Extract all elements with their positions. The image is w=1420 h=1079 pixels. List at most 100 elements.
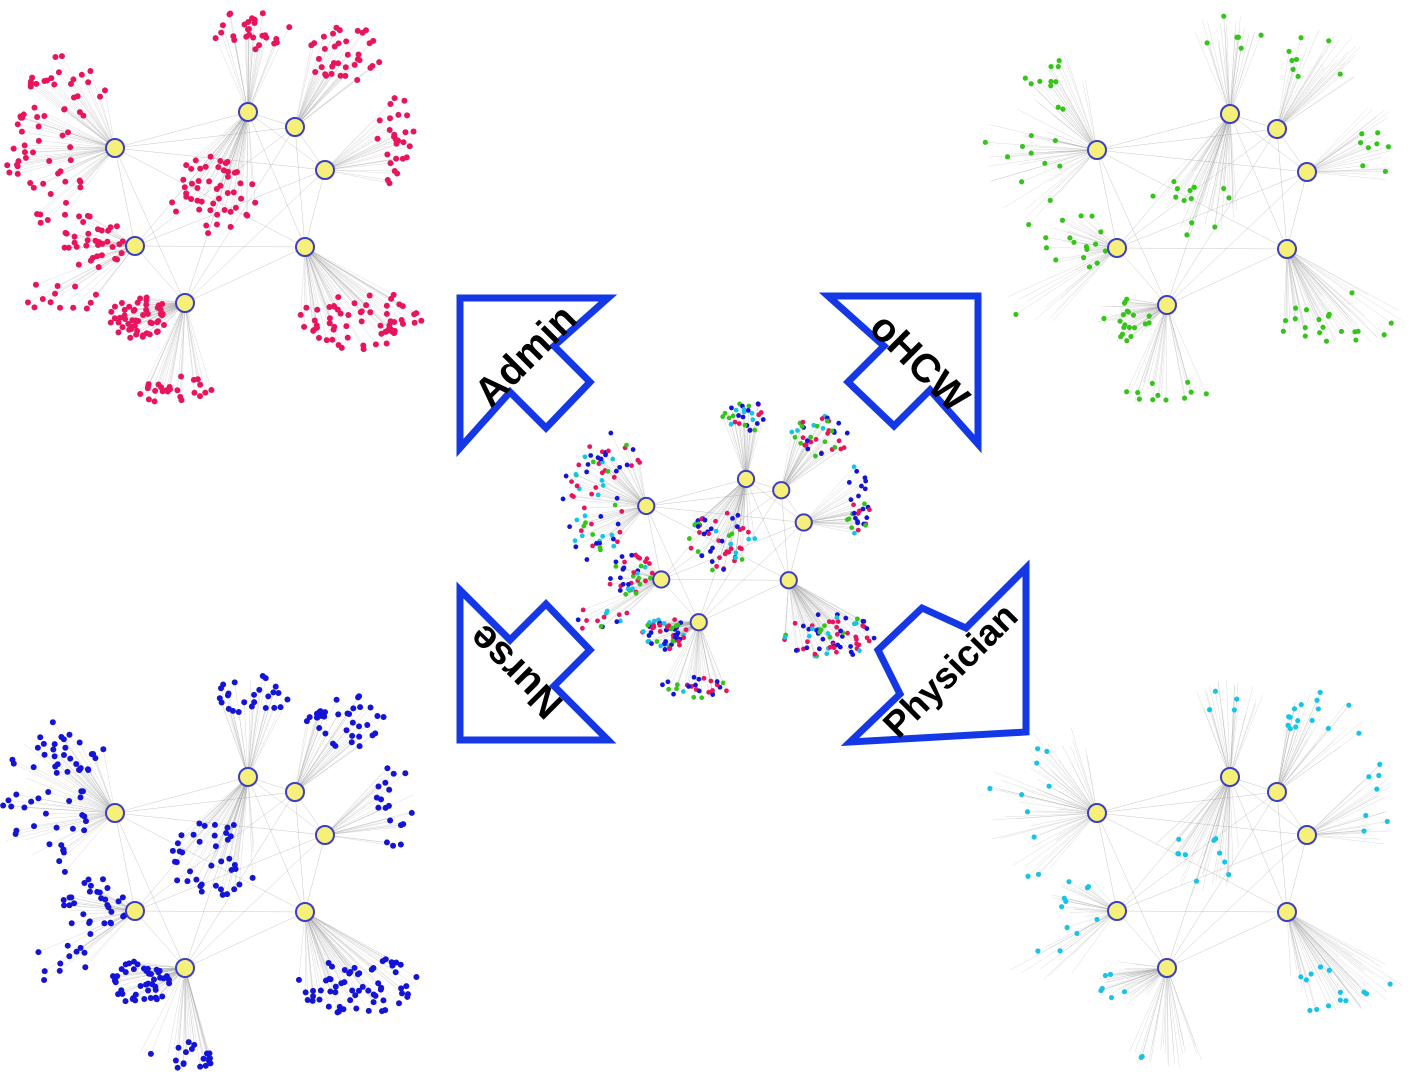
- fan-edge: [1162, 113, 1231, 198]
- fan-edge: [1197, 776, 1231, 866]
- node-dot: [631, 570, 637, 575]
- fan-edge: [73, 245, 136, 308]
- node-dot: [1094, 260, 1100, 266]
- fan-edge: [209, 776, 249, 865]
- fan-edge: [1180, 776, 1231, 882]
- fan-edge: [79, 742, 116, 814]
- fan-edge: [294, 743, 334, 793]
- fan-edge: [575, 474, 647, 507]
- node-dot: [117, 314, 124, 321]
- node-dot: [745, 529, 751, 535]
- fan-edge: [304, 246, 395, 332]
- fan-edge: [178, 967, 186, 1048]
- node-dot: [131, 958, 138, 965]
- node-dot: [351, 964, 358, 971]
- fan-edge: [304, 911, 383, 962]
- fan-edge: [1191, 113, 1231, 223]
- node-dot: [83, 305, 90, 312]
- fan-edge: [184, 967, 187, 1053]
- node-dot: [413, 974, 420, 981]
- fan-edge: [324, 97, 395, 171]
- fan-edge: [735, 478, 747, 553]
- node-dot: [196, 838, 203, 845]
- node-dot: [1052, 137, 1058, 144]
- fan-edge: [247, 45, 260, 113]
- fan-edge: [1107, 967, 1168, 989]
- node-dot: [64, 942, 71, 949]
- fan-edge: [26, 777, 116, 814]
- fan-edge: [1209, 47, 1231, 115]
- node-dot: [1295, 718, 1301, 724]
- node-dot: [383, 328, 390, 335]
- fan-edge: [574, 505, 647, 541]
- fan-edge: [1037, 748, 1098, 814]
- fan-edge: [1229, 776, 1239, 848]
- node-dot: [598, 514, 604, 519]
- fan-edge: [1177, 776, 1231, 854]
- fan-edge: [27, 245, 136, 303]
- node-dot: [598, 624, 604, 629]
- fan-edge: [69, 905, 136, 912]
- hub-edge: [114, 111, 249, 149]
- fan-edge: [1306, 833, 1369, 836]
- fan-edge: [183, 967, 186, 1064]
- node-dot: [795, 428, 800, 433]
- fan-edge: [1025, 77, 1098, 151]
- fan-edge: [1223, 113, 1231, 189]
- node-dot: [855, 520, 861, 526]
- fan-edge: [294, 745, 336, 793]
- fan-edge: [1286, 911, 1340, 996]
- node-dot: [691, 674, 697, 680]
- fan-edge: [1276, 701, 1348, 793]
- node-dot: [197, 165, 204, 172]
- fan-edge: [304, 246, 388, 315]
- node-dot: [1234, 696, 1240, 702]
- fan-edge: [1286, 248, 1352, 325]
- fan-edge: [1196, 691, 1231, 778]
- node-dot: [207, 207, 214, 214]
- hub-node: [238, 102, 258, 122]
- fan-edge: [1166, 304, 1188, 383]
- fan-edge: [304, 911, 393, 966]
- node-dot: [13, 791, 20, 798]
- node-dot: [699, 553, 705, 559]
- node-dot: [73, 948, 80, 955]
- fan-edge: [1229, 113, 1234, 206]
- node-dot: [832, 445, 838, 450]
- fan-edge: [745, 406, 750, 480]
- fan-edge: [324, 140, 399, 171]
- fan-edge: [600, 458, 647, 507]
- fan-edge: [745, 478, 749, 540]
- fan-edge: [324, 772, 383, 836]
- node-dot: [740, 414, 746, 420]
- fan-edge: [1286, 911, 1366, 993]
- fan-edge: [1286, 248, 1358, 325]
- fan-edge: [304, 911, 369, 1011]
- fan-edge: [227, 111, 249, 172]
- fan-edge: [1286, 911, 1366, 997]
- node-dot: [67, 144, 74, 151]
- fan-edge: [304, 911, 383, 1012]
- node-dot: [672, 617, 678, 623]
- node-dot: [375, 980, 382, 987]
- node-dot: [563, 473, 569, 479]
- node-dot: [645, 622, 651, 628]
- node-dot: [384, 151, 391, 158]
- fan-edge: [1286, 911, 1302, 973]
- fan-edge: [788, 580, 833, 623]
- fan-edge: [788, 580, 829, 634]
- node-dot: [792, 620, 798, 626]
- fan-edge: [324, 811, 411, 836]
- fan-edge: [324, 154, 388, 171]
- fan-edge: [103, 749, 116, 814]
- node-dot: [1102, 248, 1109, 254]
- fan-edge: [701, 478, 747, 556]
- fan-edge: [1061, 745, 1098, 814]
- node-dot: [347, 997, 354, 1004]
- node-dot: [569, 479, 574, 485]
- hub-edge: [184, 111, 249, 304]
- hub-edge: [184, 169, 326, 304]
- fan-edge: [803, 471, 857, 523]
- node-dot: [355, 987, 362, 994]
- node-dot: [1365, 145, 1371, 151]
